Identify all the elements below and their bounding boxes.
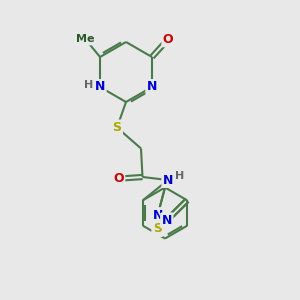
Text: N: N xyxy=(163,173,173,187)
Text: H: H xyxy=(84,80,93,90)
Text: O: O xyxy=(113,172,124,185)
Text: N: N xyxy=(162,214,172,227)
Text: S: S xyxy=(153,222,162,236)
Text: N: N xyxy=(147,80,157,94)
Text: N: N xyxy=(152,209,163,222)
Text: Me: Me xyxy=(76,34,94,44)
Text: O: O xyxy=(163,33,173,46)
Text: S: S xyxy=(112,121,122,134)
Text: N: N xyxy=(95,80,105,94)
Text: H: H xyxy=(175,171,184,182)
